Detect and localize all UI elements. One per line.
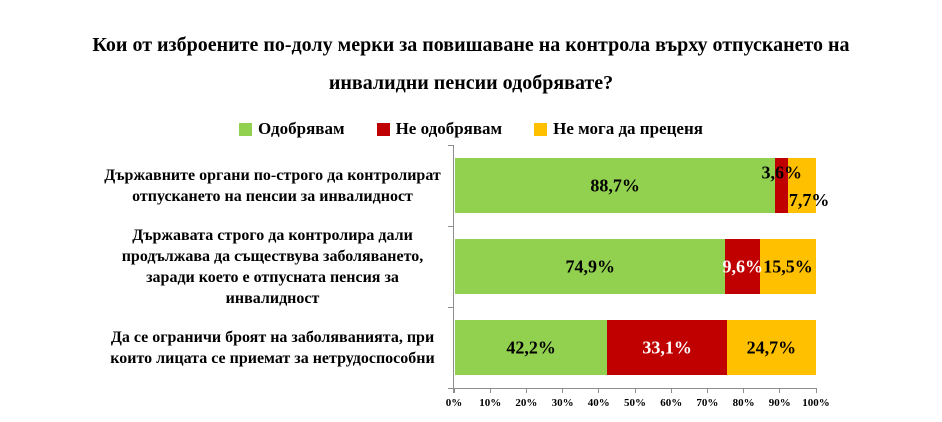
legend-item: Не мога да преценя (534, 119, 703, 139)
x-axis-tick (562, 388, 564, 393)
legend-swatch-icon (376, 122, 390, 136)
x-axis-tick (670, 388, 672, 393)
x-axis-tick (779, 388, 781, 393)
chart-area: Държавните органи по-строго да контролир… (0, 145, 942, 422)
legend-item-label: Не мога да преценя (553, 119, 703, 138)
x-axis-tick-label: 80% (732, 397, 755, 409)
x-axis-tick (743, 388, 745, 393)
x-axis-tick-label: 30% (551, 397, 574, 409)
y-axis-tick (448, 145, 453, 146)
legend-item: Одобрявам (239, 119, 345, 139)
bar-row: Държавата строго да контролира дали прод… (98, 226, 816, 307)
bar-row: Да се ограничи броят на заболяванията, п… (98, 307, 816, 388)
y-axis-tick (448, 226, 453, 227)
x-axis: 0% 10% 20% 30% 40% 50% 60% 70% 80% 90% 100% (446, 388, 830, 418)
chart-title: Кои от изброените по-долу мерки за повиш… (92, 34, 850, 94)
bar-track: 74,9% 9,6% 15,5% (455, 239, 816, 294)
bar-value-label: 7,7% (788, 190, 830, 210)
y-axis-tick (448, 307, 453, 308)
bar-value-label: 24,7% (746, 337, 797, 357)
x-axis-tick (815, 388, 817, 393)
x-axis-tick-label: 100% (802, 397, 830, 409)
bar-value-label: 42,2% (506, 337, 556, 357)
x-axis-tick (634, 388, 636, 393)
x-axis-tick (706, 388, 708, 393)
bar-segment: 74,9% (455, 239, 726, 294)
bar-segment: 24,7% (726, 320, 816, 375)
legend-swatch-icon (239, 122, 253, 136)
legend-item-label: Одобрявам (258, 119, 345, 138)
bar-segment: 33,1% (607, 320, 727, 375)
x-axis-tick-label: 40% (587, 397, 610, 409)
x-axis-tick-label: 70% (696, 397, 719, 409)
bar-value-label: 9,6% (722, 256, 763, 276)
x-axis-tick-label: 20% (515, 397, 538, 409)
bar-value-label: 88,7% (590, 175, 640, 195)
y-axis-line (453, 145, 454, 393)
bar-segment: 3,6% (761, 158, 802, 213)
bar-value-label: 33,1% (642, 337, 692, 357)
bar-value-label: 15,5% (763, 256, 813, 276)
chart-rows: Държавните органи по-строго да контролир… (98, 145, 829, 388)
x-axis-tick (598, 388, 600, 393)
x-axis-tick-label: 60% (660, 397, 683, 409)
x-axis-tick-label: 90% (768, 397, 791, 409)
bar-segment: 15,5% (760, 239, 816, 294)
legend-item-label: Не одобрявам (395, 119, 503, 138)
x-axis-tick-label: 0% (445, 397, 463, 409)
bar-segment: 88,7% (455, 158, 776, 213)
x-axis-tick (453, 388, 455, 393)
bar-segment: 7,7% (788, 158, 829, 213)
bar-track: 42,2% 33,1% 24,7% (455, 320, 816, 375)
x-axis-tick-label: 10% (479, 397, 502, 409)
category-label: Държавата строго да контролира дали прод… (121, 226, 424, 307)
legend: Одобрявам Не одобрявам Не мога да преценя (0, 119, 942, 139)
category-label: Да се ограничи броят на заболяванията, п… (110, 328, 435, 367)
x-axis-tick (525, 388, 527, 393)
bar-segment: 42,2% (455, 320, 608, 375)
bar-row: Държавните органи по-строго да контролир… (98, 145, 829, 226)
y-axis (448, 145, 454, 393)
legend-item: Не одобрявам (376, 119, 503, 139)
y-axis-tick (448, 388, 453, 389)
x-axis-tick-label: 50% (624, 397, 646, 409)
bar-segment: 9,6% (722, 239, 763, 294)
category-label: Държавните органи по-строго да контролир… (104, 166, 441, 205)
bar-value-label: 74,9% (565, 256, 615, 276)
legend-swatch-icon (534, 122, 548, 136)
bar-track: 88,7% 3,6% 7,7% (455, 158, 829, 213)
bar-value-label: 3,6% (761, 162, 802, 183)
x-axis-tick (489, 388, 491, 393)
